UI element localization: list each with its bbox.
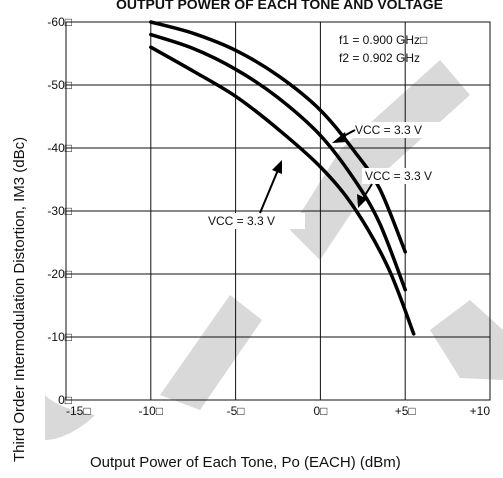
x-tick-label: -5□ — [227, 404, 245, 418]
label-arrows — [259, 129, 373, 214]
arrow-right-head — [357, 194, 367, 208]
y-tick-label: -20□ — [47, 267, 72, 281]
watermark — [45, 60, 503, 440]
x-axis-label: Output Power of Each Tone, Po (EACH) (dB… — [90, 454, 401, 471]
series-label-bottom: VCC = 3.3 V — [208, 214, 275, 228]
watermark-stroke-left — [45, 395, 95, 440]
x-tick-label: -10□ — [139, 404, 164, 418]
series-label-top: VCC = 3.3 V — [355, 123, 422, 137]
y-tick-label: -60□ — [47, 15, 72, 29]
series-line-3 — [149, 45, 416, 336]
series-labels: VCC = 3.3 V VCC = 3.3 V VCC = 3.3 V — [205, 122, 462, 229]
x-tick-label: -15□ — [66, 404, 91, 418]
x-tick-label: 0□ — [313, 404, 327, 418]
x-tick-label: +10 — [470, 404, 491, 418]
series-label-right: VCC = 3.3 V — [365, 169, 432, 183]
frequency-annotation: f1 = 0.900 GHz□ f2 = 0.902 GHz — [339, 33, 427, 65]
y-axis-label: Third Order Intermodulation Distortion, … — [11, 137, 28, 462]
y-tick-label: -40□ — [47, 141, 72, 155]
tick-labels: -15□ -10□ -5□ 0□ +5□ +10 -60□ -50□ -40□ -30□ -20□ -… — [47, 15, 490, 418]
series-line-1 — [149, 20, 407, 254]
arrow-top-head — [332, 132, 347, 143]
y-tick-label: -50□ — [47, 78, 72, 92]
chart-title: OUTPUT POWER OF EACH TONE AND VOLTAGE — [116, 0, 443, 12]
arrow-bottom-head — [272, 160, 282, 174]
y-tick-label: -30□ — [47, 204, 72, 218]
y-tick-label: 0□ — [58, 393, 72, 407]
watermark-stroke-right — [290, 60, 470, 260]
y-tick-label: -10□ — [47, 330, 72, 344]
f2-annotation: f2 = 0.902 GHz — [339, 51, 420, 65]
f1-annotation: f1 = 0.900 GHz□ — [339, 33, 427, 47]
curves — [149, 20, 416, 336]
arrow-bottom-line — [259, 169, 279, 214]
series-line-2 — [149, 32, 407, 292]
x-tick-label: +5□ — [395, 404, 416, 418]
grid — [65, 21, 491, 401]
watermark-stroke-center — [160, 295, 262, 410]
watermark-stroke-bottom — [430, 300, 503, 380]
